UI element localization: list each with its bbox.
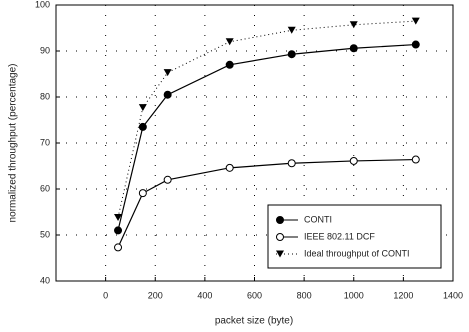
data-point — [114, 226, 123, 235]
y-tick-label: 50 — [40, 229, 50, 239]
data-point — [163, 69, 172, 77]
plot-frame — [55, 4, 454, 282]
y-tick-label: 40 — [40, 275, 50, 285]
data-point — [225, 163, 234, 172]
y-axis-label: normalized throughput (percentage) — [8, 64, 19, 223]
x-tick-label: 0 — [103, 290, 108, 300]
y-tick-label: 100 — [35, 0, 50, 9]
data-point — [411, 155, 420, 164]
data-point — [225, 38, 234, 46]
data-point — [287, 50, 296, 59]
data-point — [411, 17, 420, 25]
y-tick-label: 70 — [40, 137, 50, 147]
x-tick-label: 200 — [148, 290, 163, 300]
legend-label: Ideal throughput of CONTI — [304, 248, 410, 258]
data-point — [163, 175, 172, 184]
data-point — [349, 21, 358, 29]
data-point — [114, 214, 123, 222]
data-point — [349, 156, 358, 165]
data-point — [114, 243, 123, 252]
x-axis-label: packet size (byte) — [215, 316, 293, 327]
data-point — [411, 40, 420, 49]
x-tick-label: 800 — [297, 290, 312, 300]
x-tick-label: 1200 — [393, 290, 413, 300]
x-tick-label: 1000 — [344, 290, 364, 300]
legend-marker — [276, 250, 284, 258]
y-tick-label: 80 — [40, 91, 50, 101]
legend-label: IEEE 802.11 DCF — [304, 231, 375, 241]
data-point — [287, 26, 296, 34]
legend-marker — [276, 216, 284, 224]
data-point — [138, 104, 147, 112]
y-tick-label: 90 — [40, 45, 50, 55]
y-tick-label: 60 — [40, 183, 50, 193]
data-point — [138, 122, 147, 131]
data-point — [349, 44, 358, 53]
data-point — [287, 159, 296, 168]
x-tick-label: 1400 — [443, 290, 463, 300]
data-point — [138, 189, 147, 198]
x-tick-label: 600 — [247, 290, 262, 300]
x-tick-label: 400 — [197, 290, 212, 300]
data-point — [225, 60, 234, 69]
series-line — [117, 43, 416, 231]
legend-label: CONTI — [304, 214, 332, 224]
legend-marker — [276, 233, 284, 241]
data-point — [163, 90, 172, 99]
